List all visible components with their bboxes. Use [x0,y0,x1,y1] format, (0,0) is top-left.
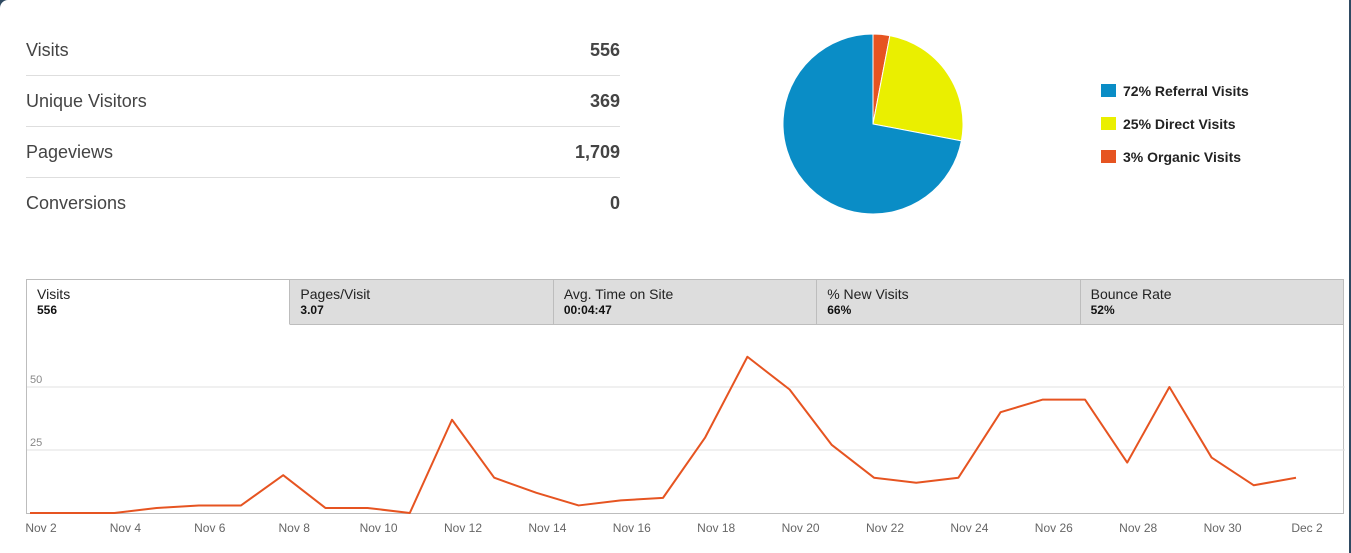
x-tick-label: Nov 30 [1204,521,1242,535]
y-tick-label: 25 [30,437,42,449]
data-point[interactable] [322,505,328,511]
data-point[interactable] [365,505,371,511]
tab-value: 66% [827,303,852,317]
tab-label: Pages/Visit [300,286,371,302]
legend-item-referral: 72% Referral Visits [1101,74,1249,107]
data-point[interactable] [280,472,286,478]
tab-label: Avg. Time on Site [563,286,674,302]
legend-label: 3% Organic Visits [1123,148,1242,165]
window-corner [0,0,8,8]
stat-row-conversions: Conversions 0 [26,178,620,228]
data-point[interactable] [1209,455,1215,461]
stat-row-pageviews: Pageviews 1,709 [26,127,620,178]
visits-chart-area: 25 50 [26,324,1345,514]
pie-legend: 72% Referral Visits 25% Direct Visits 3%… [1101,74,1249,173]
stat-value: 0 [609,192,620,213]
data-point[interactable] [491,475,497,481]
metric-tabs: Visits 556 Pages/Visit 3.07 Avg. Time on… [26,279,1345,325]
stat-value: 1,709 [574,141,620,162]
data-point[interactable] [618,497,624,503]
series-line-visits [30,355,1297,514]
window-border-right [1349,0,1351,553]
tab-label: % New Visits [827,286,909,302]
x-tick-label: Nov 8 [279,521,311,535]
pie-slice-direct [872,35,964,142]
data-point[interactable] [660,495,666,501]
legend-swatch-referral [1101,84,1116,97]
tab-value: 52% [1090,303,1115,317]
stat-row-unique-visitors: Unique Visitors 369 [26,76,620,127]
data-point[interactable] [238,502,244,508]
pie-chart-svg [782,33,964,215]
tab-bounce-rate[interactable]: Bounce Rate 52% [1080,279,1345,325]
legend-swatch-direct [1101,117,1116,130]
data-point[interactable] [533,490,539,496]
legend-item-organic: 3% Organic Visits [1101,140,1249,173]
data-point[interactable] [829,442,835,448]
tab-pages-per-visit[interactable]: Pages/Visit 3.07 [290,279,554,325]
stat-row-visits: Visits 556 [26,25,620,76]
x-tick-label: Nov 10 [360,521,398,535]
x-tick-label: Nov 20 [782,521,820,535]
tab-visits[interactable]: Visits 556 [26,279,291,325]
stat-label: Conversions [26,192,127,213]
pie-slice-referral [782,33,962,215]
traffic-sources-pie [782,33,964,215]
x-tick-label: Nov 2 [25,521,57,535]
data-point[interactable] [955,475,961,481]
data-point[interactable] [998,409,1004,415]
stats-table: Visits 556 Unique Visitors 369 Pageviews… [26,25,620,228]
data-point[interactable] [1166,384,1172,390]
data-point[interactable] [449,417,455,423]
data-point[interactable] [576,502,582,508]
x-tick-label: Nov 22 [866,521,904,535]
x-tick-label: Nov 16 [613,521,651,535]
legend-swatch-organic [1101,150,1116,163]
tab-avg-time-on-site[interactable]: Avg. Time on Site 00:04:47 [553,279,818,325]
x-tick-label: Nov 6 [194,521,226,535]
data-point[interactable] [913,480,919,486]
data-point[interactable] [154,505,160,511]
x-tick-label: Nov 12 [444,521,482,535]
data-point[interactable] [1124,460,1130,466]
x-axis: Nov 2 Nov 4 Nov 6 Nov 8 Nov 10 Nov 12 Nov 14 No… [25,521,1323,535]
stat-label: Pageviews [26,141,114,162]
x-tick-label: Nov 14 [528,521,566,535]
data-point[interactable] [1040,397,1046,403]
data-point[interactable] [196,502,202,508]
x-tick-label: Dec 2 [1291,521,1323,535]
legend-label: 25% Direct Visits [1123,115,1236,132]
x-tick-label: Nov 28 [1119,521,1157,535]
legend-item-direct: 25% Direct Visits [1101,107,1249,140]
stat-value: 556 [589,39,620,60]
data-point[interactable] [1293,475,1299,481]
tab-new-visits[interactable]: % New Visits 66% [817,279,1081,325]
data-point[interactable] [744,354,750,360]
tab-value: 00:04:47 [563,303,612,317]
stat-label: Unique Visitors [26,90,147,111]
data-point[interactable] [1082,397,1088,403]
data-point[interactable] [871,475,877,481]
x-tick-label: Nov 26 [1035,521,1073,535]
x-tick-label: Nov 18 [697,521,735,535]
x-tick-label: Nov 4 [110,521,142,535]
stat-value: 369 [589,90,620,111]
x-tick-label: Nov 24 [950,521,988,535]
legend-label: 72% Referral Visits [1123,82,1249,99]
data-point[interactable] [787,387,793,393]
stat-label: Visits [26,39,69,60]
tab-value: 556 [37,303,58,317]
y-tick-label: 50 [30,374,42,386]
tab-label: Bounce Rate [1090,286,1172,302]
tab-label: Visits [37,286,71,302]
tab-value: 3.07 [300,303,324,317]
data-point[interactable] [1251,482,1257,488]
data-point[interactable] [702,434,708,440]
visits-line-chart: 25 50 [27,354,1345,514]
